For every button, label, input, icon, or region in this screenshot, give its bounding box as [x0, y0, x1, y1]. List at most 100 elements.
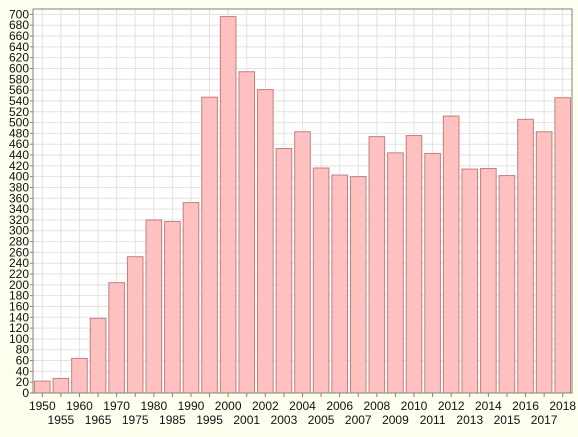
- x-tick-label: 2009: [382, 413, 409, 427]
- y-tick-label: 380: [9, 180, 29, 194]
- y-tick-label: 360: [9, 191, 29, 205]
- y-tick-label: 300: [9, 224, 29, 238]
- bar-2017: [535, 131, 553, 394]
- y-tick-label: 280: [9, 235, 29, 249]
- y-tick-label: 400: [9, 170, 29, 184]
- bar-1965: [89, 317, 107, 394]
- y-axis-ticks: 0204060801001201401601802002202402602803…: [9, 7, 33, 400]
- bars: [33, 16, 572, 394]
- x-tick-label: 1980: [140, 399, 167, 413]
- bar-1995: [201, 96, 218, 394]
- bar-1975: [126, 256, 144, 394]
- y-tick-label: 680: [9, 18, 29, 32]
- x-tick-label: 2008: [363, 399, 390, 413]
- x-tick-label: 2011: [420, 413, 446, 427]
- y-tick-label: 500: [9, 116, 29, 130]
- x-tick-label: 1985: [159, 413, 186, 427]
- y-tick-label: 560: [9, 83, 29, 97]
- y-tick-label: 200: [9, 278, 29, 292]
- bar-2013: [461, 168, 479, 394]
- x-tick-label: 2004: [289, 399, 316, 413]
- x-tick-label: 1955: [48, 413, 75, 427]
- x-tick-label: 2010: [401, 399, 428, 413]
- x-tick-label: 2003: [271, 413, 298, 427]
- x-tick-label: 2012: [438, 399, 465, 413]
- x-tick-label: 2016: [512, 399, 539, 413]
- y-tick-label: 600: [9, 61, 29, 75]
- y-tick-label: 260: [9, 245, 29, 259]
- bar-2009: [387, 152, 404, 394]
- bar-2007: [349, 176, 367, 394]
- bar-2016: [517, 118, 534, 394]
- y-tick-label: 140: [9, 310, 29, 324]
- y-tick-label: 520: [9, 105, 29, 119]
- y-tick-label: 40: [16, 364, 30, 378]
- bar-1980: [145, 219, 163, 394]
- y-tick-label: 0: [22, 386, 29, 400]
- bar-1955: [52, 377, 70, 394]
- bar-2018: [554, 97, 572, 394]
- x-tick-label: 2017: [531, 413, 558, 427]
- y-tick-label: 120: [9, 321, 29, 335]
- x-tick-label: 2005: [308, 413, 335, 427]
- y-tick-label: 480: [9, 126, 29, 140]
- x-tick-label: 1960: [66, 399, 93, 413]
- x-tick-label: 2007: [345, 413, 372, 427]
- y-tick-label: 640: [9, 40, 29, 54]
- bar-1960: [71, 357, 88, 394]
- bar-1985: [164, 221, 181, 394]
- x-tick-label: 2000: [215, 399, 242, 413]
- x-tick-label: 2002: [252, 399, 279, 413]
- bar-2014: [480, 168, 497, 394]
- bar-2010: [405, 135, 423, 394]
- bar-2008: [368, 136, 386, 394]
- bar-2004: [294, 131, 311, 394]
- x-axis-ticks: 1950195519601965197019751980198519901995…: [29, 393, 576, 427]
- bar-2012: [442, 115, 460, 394]
- x-tick-label: 1995: [196, 413, 223, 427]
- x-tick-label: 2018: [549, 399, 576, 413]
- y-tick-label: 700: [9, 7, 29, 21]
- bar-2003: [275, 148, 293, 394]
- bar-2005: [312, 167, 330, 394]
- y-tick-label: 240: [9, 256, 29, 270]
- x-tick-label: 2006: [326, 399, 353, 413]
- x-tick-label: 1970: [103, 399, 130, 413]
- y-tick-label: 160: [9, 299, 29, 313]
- x-tick-label: 1990: [178, 399, 205, 413]
- y-tick-label: 60: [16, 354, 30, 368]
- x-tick-label: 1950: [29, 399, 56, 413]
- y-tick-label: 80: [16, 343, 30, 357]
- bar-1990: [182, 202, 200, 394]
- plot-frame: [32, 8, 573, 394]
- x-tick-label: 2013: [456, 413, 483, 427]
- y-tick-label: 460: [9, 137, 29, 151]
- x-tick-label: 2015: [494, 413, 521, 427]
- bar-2011: [424, 152, 441, 394]
- bar-1950: [33, 380, 51, 394]
- x-tick-label: 2014: [475, 399, 502, 413]
- bar-2001: [238, 71, 256, 394]
- y-tick-label: 20: [16, 375, 30, 389]
- x-tick-label: 2001: [233, 413, 260, 427]
- y-tick-label: 100: [9, 332, 29, 346]
- y-tick-label: 220: [9, 267, 29, 281]
- x-tick-label: 1965: [85, 413, 112, 427]
- bar-2015: [498, 175, 516, 394]
- bar-2006: [331, 174, 348, 394]
- y-tick-label: 320: [9, 213, 29, 227]
- x-tick-label: 1975: [122, 413, 149, 427]
- y-tick-label: 180: [9, 289, 29, 303]
- bar-2000: [219, 16, 237, 394]
- y-tick-label: 580: [9, 72, 29, 86]
- y-tick-label: 540: [9, 94, 29, 108]
- y-tick-label: 340: [9, 202, 29, 216]
- y-tick-label: 440: [9, 148, 29, 162]
- y-tick-label: 660: [9, 29, 29, 43]
- bar-1970: [108, 282, 125, 394]
- y-tick-label: 420: [9, 159, 29, 173]
- bar-2002: [257, 89, 274, 394]
- y-tick-label: 620: [9, 51, 29, 65]
